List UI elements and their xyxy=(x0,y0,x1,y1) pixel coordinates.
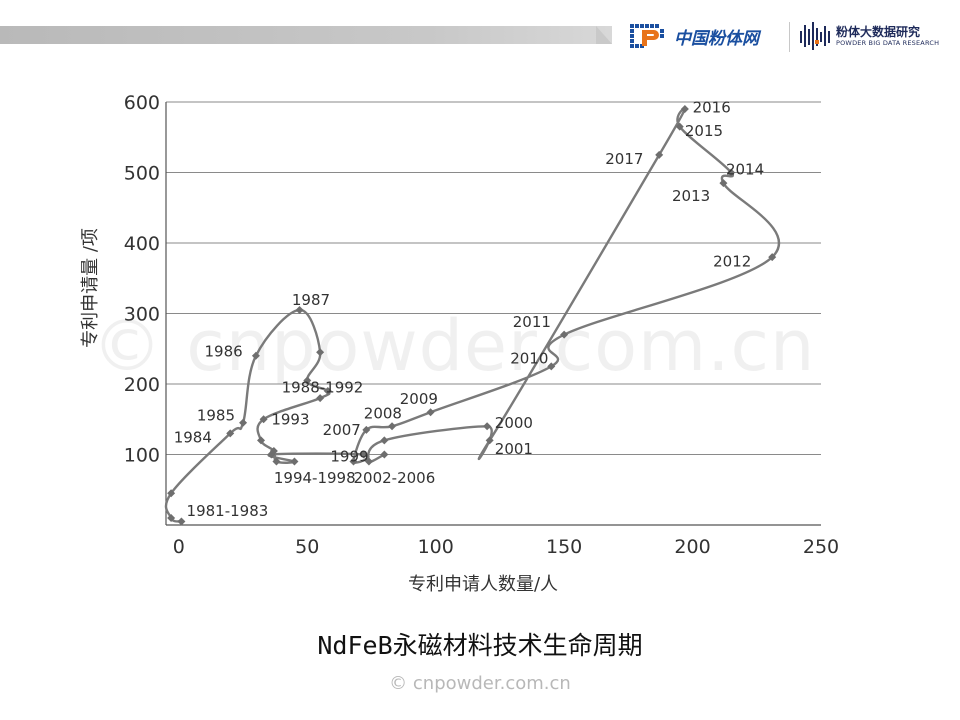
y-tick-label: 500 xyxy=(124,163,160,185)
pbd-logo-icon xyxy=(798,19,832,53)
data-point-marker xyxy=(719,179,728,188)
data-point-marker xyxy=(239,418,248,427)
year-label: 1988-1992 xyxy=(282,379,364,397)
data-point-marker xyxy=(167,513,176,522)
year-label: 2001 xyxy=(495,440,533,458)
year-label: 2008 xyxy=(364,405,402,423)
year-label: 2010 xyxy=(510,350,548,368)
data-point-marker xyxy=(560,330,569,339)
footer-watermark: © cnpowder.com.cn xyxy=(389,673,571,694)
header-band xyxy=(0,26,612,44)
year-label: 2000 xyxy=(495,414,533,432)
x-tick-label: 0 xyxy=(173,536,185,558)
data-point-marker xyxy=(257,436,266,445)
x-tick-label: 250 xyxy=(803,536,839,558)
data-point-marker xyxy=(303,376,312,385)
pbd-logo: 粉体大数据研究 POWDER BIG DATA RESEARCH xyxy=(798,18,939,54)
year-label: 2002-2006 xyxy=(354,469,436,487)
data-point-marker xyxy=(547,362,556,371)
axis-layer: 100 200 300 400 500 600 0 50 100 150 200 250 xyxy=(124,92,839,558)
year-label: 2007 xyxy=(323,421,361,439)
year-label: 2017 xyxy=(605,150,643,168)
year-label: 2015 xyxy=(685,122,723,140)
data-point-marker xyxy=(349,457,358,466)
data-point-marker xyxy=(362,425,371,434)
y-tick-label: 300 xyxy=(124,304,160,326)
data-point-marker xyxy=(323,387,332,396)
y-tick-label: 600 xyxy=(124,92,160,114)
data-point-marker xyxy=(675,122,684,131)
data-point-marker xyxy=(167,489,176,498)
data-point-marker xyxy=(727,168,736,177)
y-axis-label: 专利申请量 /项 xyxy=(80,228,101,348)
year-label: 2013 xyxy=(672,187,710,205)
data-point-marker xyxy=(177,517,186,526)
year-label: 2009 xyxy=(400,390,438,408)
year-label: 1987 xyxy=(292,291,330,309)
data-point-marker xyxy=(290,457,299,466)
data-point-marker xyxy=(259,415,268,424)
data-point-marker xyxy=(380,450,389,459)
year-label: 1985 xyxy=(197,407,235,425)
x-tick-label: 200 xyxy=(674,536,710,558)
cnpowder-logo: 中国粉体网 xyxy=(628,18,759,54)
data-point-marker xyxy=(251,351,260,360)
logo-divider xyxy=(789,22,790,52)
data-point-marker xyxy=(680,105,689,114)
year-label: 2012 xyxy=(713,252,751,270)
year-label: 1981-1983 xyxy=(187,502,269,520)
data-point-marker xyxy=(316,348,325,357)
data-point-marker xyxy=(768,253,777,262)
year-label: 1986 xyxy=(205,343,243,361)
data-point-marker xyxy=(272,457,281,466)
x-tick-label: 50 xyxy=(295,536,319,558)
year-label: 1999 xyxy=(330,448,368,466)
data-point-marker xyxy=(426,408,435,417)
year-label: 1994-1998 xyxy=(274,469,356,487)
data-point-marker xyxy=(485,436,494,445)
data-point-marker xyxy=(316,394,325,403)
year-label: 1984 xyxy=(174,429,212,447)
label-layer: 1981-1983 1984 1985 1986 1987 1988-1992 1993 19… xyxy=(174,99,764,520)
cnpowder-logo-icon xyxy=(628,20,668,52)
grid-layer xyxy=(166,101,821,455)
center-watermark: © cnpowder.com.cn xyxy=(92,305,816,387)
x-tick-label: 100 xyxy=(418,536,454,558)
y-tick-label: 200 xyxy=(124,374,160,396)
series-layer xyxy=(164,105,781,526)
y-tick-label: 100 xyxy=(124,445,160,467)
year-label: 2011 xyxy=(513,313,551,331)
lifecycle-series-line xyxy=(164,106,781,523)
data-point-marker xyxy=(267,450,276,459)
data-point-marker xyxy=(364,457,373,466)
data-point-marker xyxy=(359,450,368,459)
year-label: 2014 xyxy=(726,161,764,179)
chart-caption: NdFeB永磁材料技术生命周期 xyxy=(317,631,643,660)
pbd-logo-title: 粉体大数据研究 xyxy=(836,24,921,39)
header-band-cut xyxy=(596,26,612,44)
year-label: 1993 xyxy=(271,410,309,428)
data-point-marker xyxy=(226,429,235,438)
year-label: 2016 xyxy=(693,99,731,117)
x-axis-label: 专利申请人数量/人 xyxy=(408,574,558,595)
pbd-logo-subtitle: POWDER BIG DATA RESEARCH xyxy=(836,38,940,47)
data-point-marker xyxy=(388,422,397,431)
data-point-marker xyxy=(295,305,304,314)
data-point-marker xyxy=(655,150,664,159)
cnpowder-logo-text: 中国粉体网 xyxy=(674,28,759,49)
data-point-marker xyxy=(380,436,389,445)
y-tick-label: 400 xyxy=(124,233,160,255)
data-point-marker xyxy=(483,422,492,431)
x-tick-label: 150 xyxy=(546,536,582,558)
